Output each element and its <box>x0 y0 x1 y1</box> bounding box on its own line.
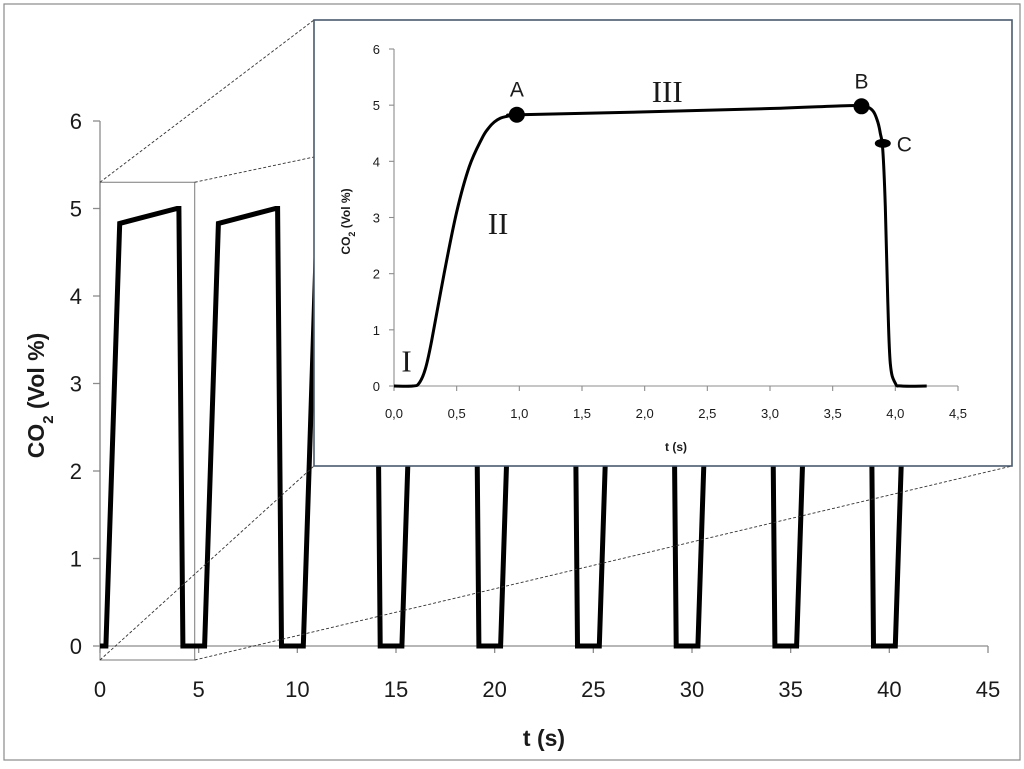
ylabel-subscript: 2 <box>347 232 357 237</box>
main-y-tick-label: 1 <box>70 547 82 572</box>
inset-x-tick-label: 0,5 <box>448 406 466 421</box>
point-marker-b <box>853 98 870 115</box>
main-x-tick-label: 45 <box>976 677 1000 702</box>
inset-y-tick-label: 6 <box>373 42 380 57</box>
inset-x-tick-label: 4,0 <box>886 406 904 421</box>
inset-x-tick-label: 4,5 <box>949 406 967 421</box>
point-marker-c <box>874 138 891 148</box>
main-x-tick-label: 5 <box>193 677 205 702</box>
point-marker-a <box>508 106 525 123</box>
zoom-connector-line <box>99 465 315 661</box>
inset-y-tick-label: 5 <box>373 98 380 113</box>
main-x-tick-label: 20 <box>482 677 506 702</box>
ylabel-co: CO <box>339 237 353 255</box>
inset-y-tick-label: 0 <box>373 379 380 394</box>
main-x-tick-label: 25 <box>581 677 605 702</box>
inset-series-line <box>393 103 927 388</box>
main-y-tick-label: 6 <box>70 109 82 134</box>
inset-x-axis-title: t (s) <box>665 440 687 454</box>
inset-chart: 0 1 2 3 4 5 6 0,0 0,5 1,0 1,5 2,0 2,5 3,0 3,5 4,0 4,5 t (… <box>313 19 1013 467</box>
inset-x-tick-label: 2,0 <box>636 406 654 421</box>
inset-x-tick-label: 3,0 <box>761 406 779 421</box>
inset-y-tick-label: 2 <box>373 267 380 282</box>
inset-y-tick-label: 1 <box>373 323 380 338</box>
main-y-tick-label: 5 <box>70 197 82 222</box>
inset-x-tick-label: 0,0 <box>385 406 403 421</box>
inset-x-tick-label: 3,5 <box>824 406 842 421</box>
ylabel-unit: (Vol %) <box>339 188 353 231</box>
main-x-axis-title: t (s) <box>523 725 565 751</box>
inset-x-tick-label: 2,5 <box>698 406 716 421</box>
main-y-axis-title: CO2 (Vol %) <box>23 333 57 458</box>
main-x-tick-label: 40 <box>877 677 901 702</box>
main-y-tick-label: 3 <box>70 372 82 397</box>
inset-y-axis-title: CO2 (Vol %) <box>339 188 357 254</box>
phase-label: III <box>652 74 683 109</box>
point-label-a: A <box>510 79 524 102</box>
ylabel-co: CO <box>23 424 49 459</box>
zoom-box <box>99 181 196 661</box>
main-y-tick-label: 4 <box>70 284 82 309</box>
ylabel-subscript: 2 <box>40 415 57 423</box>
zoom-connector-line <box>194 156 315 183</box>
main-series-line <box>100 206 912 649</box>
inset-x-tick-label: 1,5 <box>573 406 591 421</box>
inset-y-tick-label: 3 <box>373 211 380 226</box>
main-x-tick-label: 10 <box>285 677 309 702</box>
inset-panel <box>313 19 1013 467</box>
inset-y-tick-label: 4 <box>373 154 380 169</box>
point-label-b: B <box>854 70 868 93</box>
phase-label: II <box>488 206 509 241</box>
main-x-tick-label: 15 <box>384 677 408 702</box>
zoom-connector-lines <box>99 19 1013 661</box>
main-x-tick-label: 30 <box>680 677 704 702</box>
main-x-tick-label: 35 <box>778 677 802 702</box>
inset-x-tick-label: 1,0 <box>510 406 528 421</box>
main-y-tick-label: 2 <box>70 459 82 484</box>
point-label-c: C <box>897 133 912 156</box>
phase-label: I <box>401 344 411 379</box>
main-y-tick-label: 0 <box>70 634 82 659</box>
main-x-tick-label: 0 <box>94 677 106 702</box>
ylabel-unit: (Vol %) <box>23 333 49 416</box>
